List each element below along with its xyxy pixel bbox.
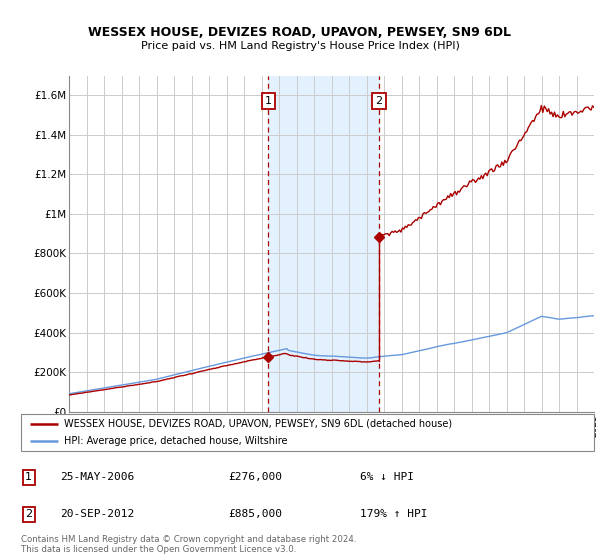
Text: Contains HM Land Registry data © Crown copyright and database right 2024.
This d: Contains HM Land Registry data © Crown c…: [21, 535, 356, 554]
Text: WESSEX HOUSE, DEVIZES ROAD, UPAVON, PEWSEY, SN9 6DL: WESSEX HOUSE, DEVIZES ROAD, UPAVON, PEWS…: [89, 26, 511, 39]
Text: HPI: Average price, detached house, Wiltshire: HPI: Average price, detached house, Wilt…: [64, 436, 287, 446]
Text: 20-SEP-2012: 20-SEP-2012: [60, 509, 134, 519]
Bar: [268, 76, 379, 412]
Text: £885,000: £885,000: [228, 509, 282, 519]
Text: £276,000: £276,000: [228, 472, 282, 482]
Text: 25-MAY-2006: 25-MAY-2006: [60, 472, 134, 482]
Text: 6% ↓ HPI: 6% ↓ HPI: [360, 472, 414, 482]
Text: 1: 1: [265, 96, 272, 106]
Text: Price paid vs. HM Land Registry's House Price Index (HPI): Price paid vs. HM Land Registry's House …: [140, 41, 460, 51]
Text: 179% ↑ HPI: 179% ↑ HPI: [360, 509, 427, 519]
Text: WESSEX HOUSE, DEVIZES ROAD, UPAVON, PEWSEY, SN9 6DL (detached house): WESSEX HOUSE, DEVIZES ROAD, UPAVON, PEWS…: [64, 419, 452, 429]
Text: 1: 1: [25, 472, 32, 482]
FancyBboxPatch shape: [21, 414, 594, 451]
Text: 2: 2: [376, 96, 383, 106]
Text: 2: 2: [25, 509, 32, 519]
